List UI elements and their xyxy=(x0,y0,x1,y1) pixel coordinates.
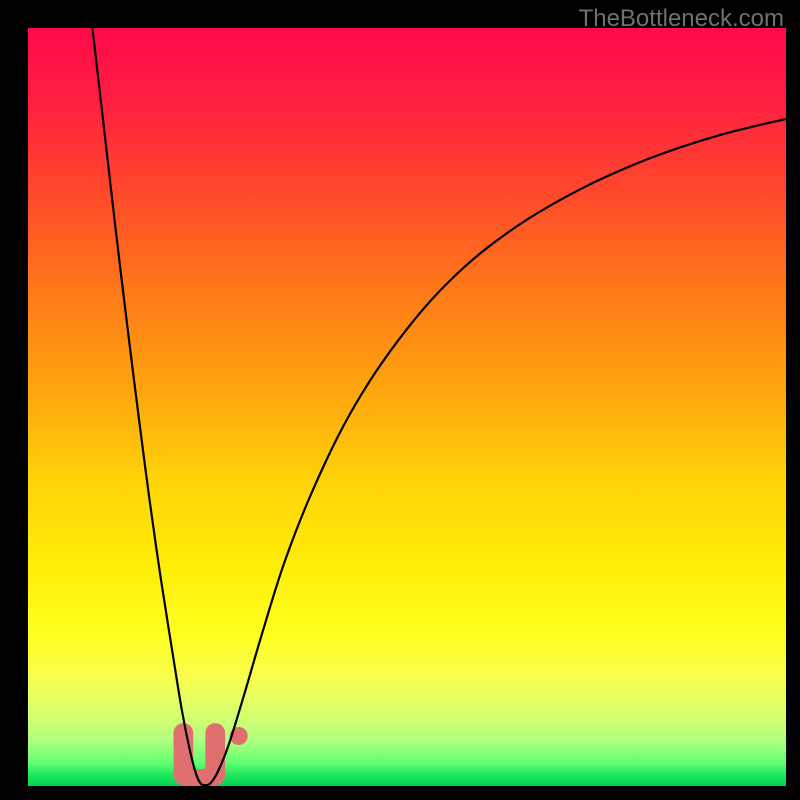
plot-area xyxy=(28,28,786,786)
watermark-text: TheBottleneck.com xyxy=(579,5,784,33)
gradient-background xyxy=(28,28,786,786)
chart-svg xyxy=(28,28,786,786)
